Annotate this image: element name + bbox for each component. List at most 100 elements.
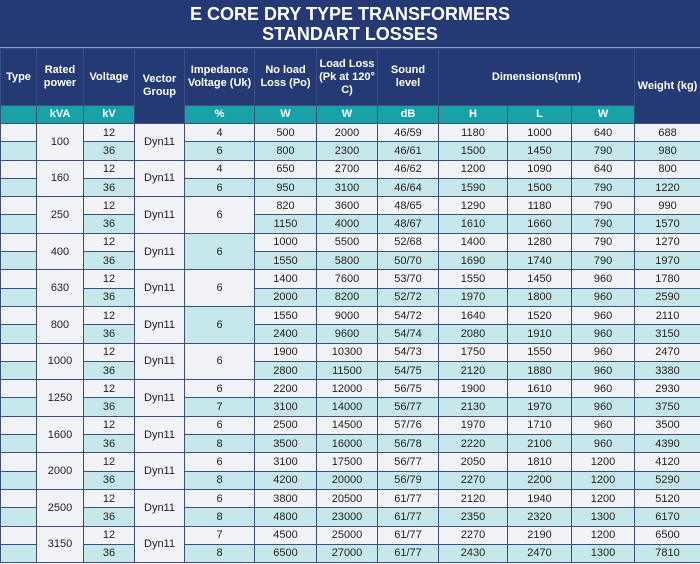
vector-group-cell: Dyn11 — [134, 342, 185, 381]
vector-group-cell: Dyn11 — [134, 269, 185, 307]
type-cell — [0, 287, 37, 307]
rated-power-cell: 2500 — [36, 488, 84, 527]
impedance-cell: 7 — [184, 397, 255, 417]
height-cell: 1610 — [438, 214, 508, 234]
sound-level-cell: 54/72 — [377, 305, 439, 326]
impedance-cell: 4 — [184, 159, 255, 179]
impedance-cell: 6 — [184, 488, 255, 509]
height-cell: 2050 — [438, 452, 508, 472]
load-loss-cell: 3600 — [316, 196, 378, 216]
length-cell: 1450 — [507, 269, 572, 289]
weight-cell: 4120 — [634, 452, 700, 472]
no-load-loss-cell: 1150 — [254, 214, 317, 234]
height-cell: 1500 — [438, 141, 508, 161]
sound-level-cell: 56/75 — [377, 379, 439, 399]
weight-cell: 2930 — [634, 379, 700, 399]
length-cell: 1280 — [507, 232, 572, 253]
weight-cell: 800 — [634, 159, 700, 179]
header-load-loss: Load Loss (Pk at 120° C) — [316, 48, 378, 106]
unit-rated: kVA — [36, 105, 84, 124]
impedance-cell: 6 — [184, 141, 255, 161]
width-cell: 790 — [570, 214, 636, 234]
load-loss-cell: 25000 — [316, 525, 378, 545]
width-cell: 960 — [570, 269, 636, 289]
table-row: 100 12 Dyn11 4 500 2000 46/59 1180 1000 640 688 — [0, 122, 700, 161]
rated-power-cell: 3150 — [36, 525, 84, 564]
sound-level-cell: 52/68 — [377, 232, 439, 253]
sound-level-cell: 48/65 — [377, 196, 439, 216]
unit-voltage: kV — [83, 105, 135, 124]
sound-level-cell: 52/72 — [377, 287, 439, 307]
vector-group-cell: Dyn11 — [134, 488, 185, 527]
vector-group-cell: Dyn11 — [134, 415, 185, 454]
no-load-loss-cell: 4500 — [254, 525, 317, 545]
no-load-loss-cell: 4800 — [254, 507, 317, 527]
type-cell — [0, 525, 37, 545]
load-loss-cell: 3100 — [316, 177, 378, 198]
length-cell: 1090 — [507, 159, 572, 179]
vector-group-cell: Dyn11 — [134, 123, 185, 161]
length-cell: 1610 — [507, 379, 572, 399]
table-row: 36 1550 5800 50/70 1690 1740 790 1970 — [0, 251, 700, 271]
height-cell: 1640 — [438, 305, 508, 326]
table-row: 36 2800 11500 54/75 2120 1880 960 3380 — [0, 360, 700, 381]
no-load-loss-cell: 4200 — [254, 470, 317, 490]
unit-no-load: W — [254, 105, 317, 124]
width-cell: 960 — [570, 324, 636, 344]
header-rated-power: Rated power — [36, 48, 84, 106]
load-loss-cell: 8200 — [316, 287, 378, 307]
rated-power-cell: 160 — [36, 159, 84, 198]
type-cell — [0, 543, 37, 564]
no-load-loss-cell: 650 — [254, 159, 317, 179]
rated-power-cell: 1000 — [36, 342, 84, 381]
load-loss-cell: 7600 — [316, 269, 378, 289]
width-cell: 960 — [570, 287, 636, 307]
header-type: Type — [0, 48, 37, 106]
no-load-loss-cell: 500 — [254, 122, 317, 143]
voltage-cell: 12 — [83, 159, 135, 179]
length-cell: 1940 — [507, 488, 572, 509]
load-loss-cell: 27000 — [316, 543, 378, 564]
type-cell — [0, 122, 37, 143]
voltage-cell: 36 — [83, 251, 135, 271]
length-cell: 1740 — [507, 251, 572, 271]
table-row: 1600 12 Dyn11 6 2500 14500 57/76 1970 1710 960 350… — [0, 415, 700, 454]
load-loss-cell: 17500 — [316, 452, 378, 472]
no-load-loss-cell: 1000 — [254, 232, 317, 253]
table-row: 36 8 6500 27000 61/77 2430 2470 1300 7810 — [0, 543, 700, 564]
width-cell: 790 — [570, 177, 636, 198]
width-cell: 790 — [570, 232, 636, 253]
height-cell: 2220 — [438, 434, 508, 454]
table-row: 2500 12 Dyn11 6 3800 20500 61/77 2120 1940 1200 51… — [0, 488, 700, 527]
weight-cell: 1970 — [634, 251, 700, 271]
voltage-cell: 36 — [83, 141, 135, 161]
voltage-cell: 36 — [83, 434, 135, 454]
height-cell: 1200 — [438, 159, 508, 179]
sound-level-cell: 46/59 — [377, 122, 439, 143]
length-cell: 1520 — [507, 305, 572, 326]
unit-h: H — [438, 105, 508, 124]
impedance-cell: 6 — [184, 379, 255, 399]
height-cell: 2080 — [438, 324, 508, 344]
unit-w: W — [570, 105, 636, 124]
voltage-cell: 12 — [83, 305, 135, 326]
load-loss-cell: 2700 — [316, 159, 378, 179]
weight-cell: 1780 — [634, 269, 700, 289]
table-row: 2000 12 Dyn11 6 3100 17500 56/77 2050 1810 1200 41… — [0, 452, 700, 490]
table-row: 1250 12 Dyn11 6 2200 12000 56/75 1900 1610 960 293… — [0, 379, 700, 417]
table-title: E CORE DRY TYPE TRANSFORMERS STANDART LO… — [0, 0, 700, 48]
weight-cell: 3150 — [634, 324, 700, 344]
impedance-cell: 8 — [184, 507, 255, 527]
rated-power-cell: 400 — [36, 232, 84, 271]
width-cell: 960 — [570, 379, 636, 399]
impedance-cell: 6 — [184, 305, 255, 344]
impedance-cell: 8 — [184, 434, 255, 454]
voltage-cell: 36 — [83, 360, 135, 381]
type-cell — [0, 415, 37, 436]
voltage-cell: 36 — [83, 507, 135, 527]
rated-power-cell: 100 — [36, 123, 84, 161]
table-row: 36 2400 9600 54/74 2080 1910 960 3150 — [0, 324, 700, 344]
width-cell: 790 — [570, 251, 636, 271]
vector-group-cell: Dyn11 — [134, 525, 185, 564]
table-row: 36 2000 8200 52/72 1970 1800 960 2590 — [0, 287, 700, 307]
